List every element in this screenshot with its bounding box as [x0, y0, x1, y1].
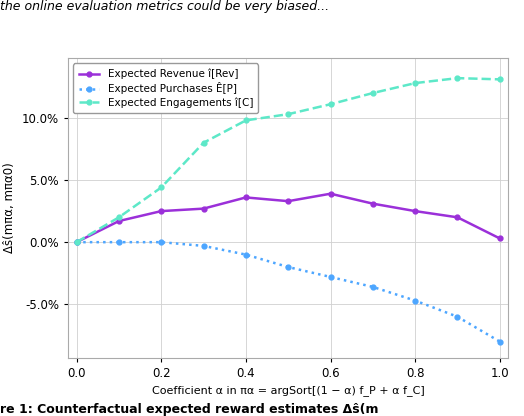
Line: Expected Engagements î[C]: Expected Engagements î[C]: [74, 76, 502, 245]
Y-axis label: Δŝ(mπα, mπα0): Δŝ(mπα, mπα0): [4, 163, 16, 253]
Expected Purchases Ê[P]: [73, 240, 80, 245]
Expected Purchases Ê[P]: [200, 243, 206, 248]
Expected Purchases Ê[P]: [158, 240, 165, 245]
Expected Engagements î[C]: [370, 91, 376, 96]
Expected Revenue î[Rev]: [285, 199, 291, 204]
Expected Purchases Ê[P]: [497, 339, 503, 344]
Expected Revenue î[Rev]: [370, 201, 376, 206]
Expected Revenue î[Rev]: [116, 218, 122, 223]
Expected Revenue î[Rev]: [243, 195, 249, 200]
Expected Purchases Ê[P]: [285, 265, 291, 270]
Expected Engagements î[C]: [285, 111, 291, 116]
Text: the online evaluation metrics could be very biased...: the online evaluation metrics could be v…: [0, 0, 329, 13]
Expected Engagements î[C]: [328, 102, 334, 107]
Expected Engagements î[C]: [73, 240, 80, 245]
Expected Revenue î[Rev]: [412, 208, 418, 213]
Expected Engagements î[C]: [158, 185, 165, 190]
Expected Engagements î[C]: [116, 215, 122, 220]
X-axis label: Coefficient α in πα = argSort[(1 − α) f_P + α f_C]: Coefficient α in πα = argSort[(1 − α) f_…: [152, 385, 424, 396]
Expected Engagements î[C]: [497, 77, 503, 82]
Expected Revenue î[Rev]: [328, 191, 334, 196]
Expected Engagements î[C]: [454, 76, 461, 81]
Legend: Expected Revenue î[Rev], Expected Purchases Ê[P], Expected Engagements î[C]: Expected Revenue î[Rev], Expected Purcha…: [73, 64, 258, 113]
Expected Engagements î[C]: [412, 81, 418, 86]
Expected Revenue î[Rev]: [454, 215, 461, 220]
Expected Engagements î[C]: [200, 140, 206, 145]
Expected Revenue î[Rev]: [73, 240, 80, 245]
Expected Purchases Ê[P]: [412, 298, 418, 303]
Expected Purchases Ê[P]: [243, 252, 249, 257]
Expected Purchases Ê[P]: [116, 240, 122, 245]
Line: Expected Purchases Ê[P]: Expected Purchases Ê[P]: [74, 240, 502, 344]
Expected Purchases Ê[P]: [328, 275, 334, 280]
Expected Revenue î[Rev]: [497, 236, 503, 241]
Expected Engagements î[C]: [243, 118, 249, 123]
Text: re 1: Counterfactual expected reward estimates Δŝ(m: re 1: Counterfactual expected reward est…: [0, 403, 378, 416]
Line: Expected Revenue î[Rev]: Expected Revenue î[Rev]: [74, 191, 502, 245]
Expected Purchases Ê[P]: [370, 285, 376, 290]
Expected Revenue î[Rev]: [200, 206, 206, 211]
Expected Revenue î[Rev]: [158, 208, 165, 213]
Expected Purchases Ê[P]: [454, 314, 461, 319]
